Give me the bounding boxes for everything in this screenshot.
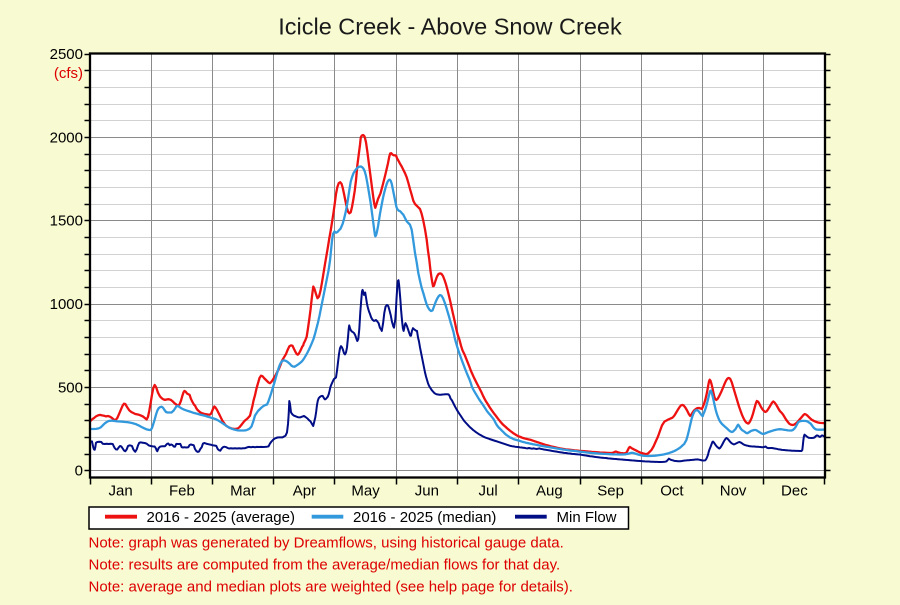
svg-text:Jan: Jan [109,483,133,500]
svg-text:May: May [351,483,380,500]
svg-text:500: 500 [58,379,83,396]
svg-text:2500: 2500 [50,46,83,63]
svg-text:Sep: Sep [597,483,624,500]
svg-text:Note: graph was generated by D: Note: graph was generated by Dreamflows,… [89,535,564,552]
svg-text:1000: 1000 [50,296,83,313]
svg-text:Oct: Oct [660,483,684,500]
svg-text:Apr: Apr [293,483,316,500]
svg-text:Jun: Jun [415,483,439,500]
svg-text:Aug: Aug [536,483,563,500]
svg-text:Mar: Mar [230,483,256,500]
svg-text:Note: average and median plots: Note: average and median plots are weigh… [89,579,573,596]
svg-text:2016 - 2025 (average): 2016 - 2025 (average) [147,509,295,526]
svg-text:Feb: Feb [169,483,195,500]
svg-text:2000: 2000 [50,129,83,146]
svg-text:Min Flow: Min Flow [557,509,617,526]
svg-text:(cfs): (cfs) [54,65,83,82]
svg-text:1500: 1500 [50,213,83,230]
svg-text:Jul: Jul [479,483,498,500]
svg-text:Icicle Creek - Above Snow Cree: Icicle Creek - Above Snow Creek [278,14,622,40]
svg-text:Nov: Nov [720,483,747,500]
svg-text:2016 - 2025 (median): 2016 - 2025 (median) [353,509,496,526]
svg-text:Dec: Dec [781,483,808,500]
svg-text:Note: results are computed fro: Note: results are computed from the aver… [89,557,561,574]
svg-text:0: 0 [75,463,83,480]
